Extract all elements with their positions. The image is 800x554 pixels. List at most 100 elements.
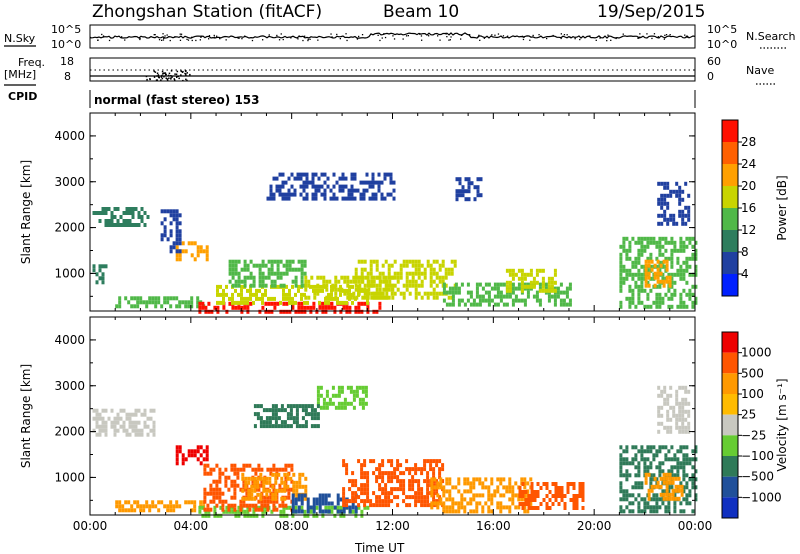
data-cell <box>383 172 387 177</box>
data-cell <box>673 292 677 297</box>
data-cell <box>335 180 339 185</box>
data-cell <box>441 279 445 284</box>
data-cell <box>284 467 288 472</box>
data-cell <box>175 249 179 254</box>
data-cell <box>249 283 253 288</box>
data-cell <box>268 476 272 481</box>
data-cell <box>414 267 418 272</box>
data-cell <box>284 196 288 201</box>
noise-search-dot <box>606 40 608 42</box>
data-cell <box>682 473 686 478</box>
data-cell <box>553 298 557 303</box>
data-cell <box>302 188 306 193</box>
data-cell <box>104 264 108 269</box>
data-cell <box>323 196 327 201</box>
data-cell <box>678 405 682 410</box>
data-cell <box>360 267 364 272</box>
data-cell <box>524 490 528 494</box>
data-cell <box>484 477 488 482</box>
data-cell <box>258 309 262 314</box>
data-cell <box>399 271 403 276</box>
data-cell <box>256 416 260 421</box>
data-cell <box>676 304 680 309</box>
data-cell <box>663 389 667 394</box>
data-cell <box>402 491 406 496</box>
data-cell <box>469 509 473 514</box>
data-cell <box>659 484 663 489</box>
data-cell <box>481 485 485 490</box>
data-cell <box>346 275 350 280</box>
data-cell <box>282 513 286 518</box>
data-cell <box>393 271 397 276</box>
data-cell <box>688 477 692 482</box>
freq-dip-dot <box>174 73 176 75</box>
data-cell <box>466 298 470 303</box>
data-cell <box>381 459 385 464</box>
data-cell <box>478 298 482 303</box>
data-cell <box>681 429 685 434</box>
data-cell <box>496 286 500 291</box>
data-cell <box>244 496 248 501</box>
data-cell <box>628 296 632 301</box>
data-cell <box>279 513 283 518</box>
data-cell <box>663 181 667 186</box>
data-cell <box>294 283 298 288</box>
data-cell <box>261 292 264 297</box>
data-cell <box>276 259 280 264</box>
data-cell <box>553 302 557 307</box>
data-cell <box>652 240 656 245</box>
data-cell <box>625 469 629 474</box>
colorbar-swatch <box>722 186 738 208</box>
data-cell <box>435 491 439 496</box>
data-cell <box>420 491 424 496</box>
data-cell <box>649 473 653 478</box>
data-cell <box>454 509 458 514</box>
data-cell <box>517 268 521 273</box>
data-cell <box>363 471 367 476</box>
data-cell <box>511 485 515 490</box>
data-cell <box>691 473 695 478</box>
data-cell <box>631 292 635 297</box>
data-cell <box>134 412 138 417</box>
data-cell <box>205 253 209 258</box>
freq-dip-dot <box>180 70 182 72</box>
data-cell <box>520 280 524 285</box>
data-cell <box>300 497 304 502</box>
data-cell <box>130 296 134 301</box>
data-cell <box>92 211 96 215</box>
data-cell <box>520 298 524 303</box>
data-cell <box>389 192 393 197</box>
data-cell <box>661 296 665 301</box>
noise-trace <box>89 32 696 42</box>
data-cell <box>649 252 653 257</box>
data-cell <box>619 509 623 514</box>
data-cell <box>306 497 310 502</box>
data-cell <box>322 279 326 284</box>
data-cell <box>221 491 225 496</box>
data-cell <box>523 485 527 490</box>
data-cell <box>455 177 459 182</box>
data-cell <box>148 296 152 301</box>
data-cell <box>316 397 320 402</box>
data-cell <box>662 496 666 501</box>
data-cell <box>475 501 479 506</box>
data-cell <box>426 259 430 264</box>
freq-dip-dot <box>182 79 184 82</box>
data-cell <box>679 268 683 273</box>
data-cell <box>508 284 512 289</box>
data-cell <box>381 475 385 480</box>
data-cell <box>402 483 406 488</box>
data-cell <box>405 287 409 292</box>
data-cell <box>684 389 688 394</box>
data-cell <box>136 304 140 309</box>
data-cell <box>98 219 102 223</box>
data-cell <box>640 481 644 486</box>
data-cell <box>444 271 448 276</box>
data-cell <box>694 497 698 502</box>
data-cell <box>396 475 400 480</box>
data-cell <box>339 509 343 514</box>
noise-search-dot <box>307 39 309 42</box>
data-cell <box>122 219 126 223</box>
data-cell <box>622 461 626 466</box>
data-cell <box>125 207 129 211</box>
